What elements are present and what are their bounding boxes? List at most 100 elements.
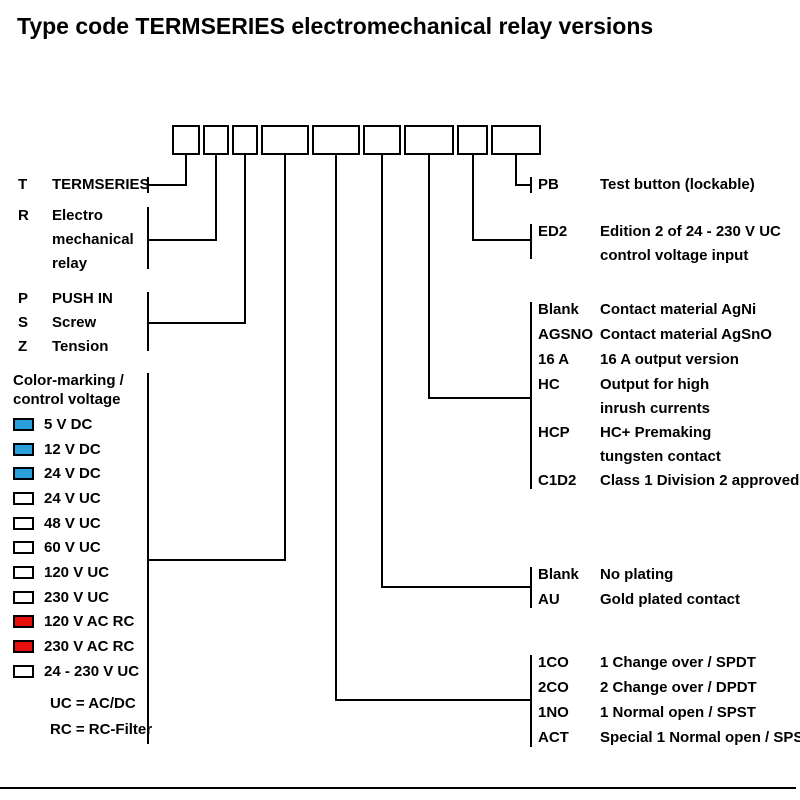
voltage-label: 24 - 230 V UC xyxy=(44,663,140,680)
bracket-plating xyxy=(530,567,532,608)
desc-contacts-1no: 1 Normal open / SPST xyxy=(600,704,756,721)
connector-line-t xyxy=(148,184,187,186)
connector-line-pb xyxy=(517,184,532,186)
connector-line-psz xyxy=(148,322,246,324)
desc-material-agsno: Contact material AgSnO xyxy=(600,326,772,343)
color-swatch xyxy=(13,517,34,530)
desc-material-hcp-line2: tungsten contact xyxy=(600,448,721,465)
desc-plating-blank: No plating xyxy=(600,566,674,583)
color-swatch xyxy=(13,615,34,628)
voltage-label: 120 V AC RC xyxy=(44,613,135,630)
connector-drop-psz xyxy=(244,155,246,324)
voltage-label: 60 V UC xyxy=(44,539,101,556)
color-swatch xyxy=(13,418,34,431)
code-ed2: ED2 xyxy=(538,223,568,240)
voltage-label: 24 V UC xyxy=(44,490,101,507)
color-swatch xyxy=(13,640,34,653)
desc-material-hc-line2: inrush currents xyxy=(600,400,711,417)
color-swatch xyxy=(13,591,34,604)
color-marking-header-line2: control voltage xyxy=(13,391,121,408)
desc-material-c1d2: Class 1 Division 2 approved xyxy=(600,472,800,489)
type-code-box-4 xyxy=(261,125,309,155)
code-material-blank: Blank xyxy=(538,301,579,318)
voltage-label: 230 V AC RC xyxy=(44,638,135,655)
code-letter-s: S xyxy=(18,314,29,331)
connector-line-contacts xyxy=(337,699,532,701)
color-swatch xyxy=(13,443,34,456)
page-title: Type code TERMSERIES electromechanical r… xyxy=(17,13,654,39)
connector-drop-pb xyxy=(515,155,517,186)
desc-ed2-line1: Edition 2 of 24 - 230 V UC xyxy=(600,223,781,240)
label-electro: Electro xyxy=(52,207,103,224)
color-swatch xyxy=(13,541,34,554)
note-rc: RC = RC-Filter xyxy=(50,721,153,738)
code-material-hc: HC xyxy=(538,376,560,393)
code-plating-blank: Blank xyxy=(538,566,579,583)
code-contacts-1co: 1CO xyxy=(538,654,569,671)
connector-line-r xyxy=(148,239,217,241)
code-contacts-2co: 2CO xyxy=(538,679,569,696)
connector-line-plating xyxy=(383,586,532,588)
desc-contacts-2co: 2 Change over / DPDT xyxy=(600,679,757,696)
connector-drop-r xyxy=(215,155,217,241)
desc-plating-au: Gold plated contact xyxy=(600,591,741,608)
code-letter-z: Z xyxy=(18,338,28,355)
label-push-in: PUSH IN xyxy=(52,290,113,307)
bracket-material xyxy=(530,302,532,489)
desc-pb: Test button (lockable) xyxy=(600,176,755,193)
label-relay: relay xyxy=(52,255,88,272)
type-code-box-1 xyxy=(172,125,200,155)
voltage-label: 48 V UC xyxy=(44,515,101,532)
bracket-contacts xyxy=(530,655,532,747)
type-code-box-7 xyxy=(404,125,454,155)
voltage-label: 230 V UC xyxy=(44,589,110,606)
color-swatch xyxy=(13,665,34,678)
type-code-box-5 xyxy=(312,125,360,155)
voltage-label: 12 V DC xyxy=(44,441,101,458)
label-tension: Tension xyxy=(52,338,109,355)
code-pb: PB xyxy=(538,176,559,193)
type-code-box-2 xyxy=(203,125,229,155)
connector-line-ed2 xyxy=(474,239,532,241)
connector-drop-contacts xyxy=(335,155,337,701)
desc-material-blank: Contact material AgNi xyxy=(600,301,757,318)
connector-drop-material xyxy=(428,155,430,399)
color-swatch xyxy=(13,467,34,480)
bottom-rule xyxy=(0,787,796,789)
note-uc: UC = AC/DC xyxy=(50,695,136,712)
type-code-box-8 xyxy=(457,125,488,155)
bracket-pb xyxy=(530,177,532,193)
code-letter-t: T xyxy=(18,176,28,193)
color-swatch xyxy=(13,566,34,579)
desc-material-hc-line1: Output for high xyxy=(600,376,710,393)
color-swatch xyxy=(13,492,34,505)
type-code-box-9 xyxy=(491,125,541,155)
label-termseries: TERMSERIES xyxy=(52,176,150,193)
code-contacts-act: ACT xyxy=(538,729,569,746)
bracket-t xyxy=(147,177,149,193)
connector-drop-voltage xyxy=(284,155,286,561)
connector-drop-ed2 xyxy=(472,155,474,241)
desc-material-hcp-line1: HC+ Premaking xyxy=(600,424,712,441)
label-mechanical: mechanical xyxy=(52,231,134,248)
desc-contacts-1co: 1 Change over / SPDT xyxy=(600,654,756,671)
connector-drop-t xyxy=(185,155,187,186)
code-material-hcp: HCP xyxy=(538,424,570,441)
voltage-label: 24 V DC xyxy=(44,465,101,482)
code-plating-au: AU xyxy=(538,591,560,608)
bracket-r xyxy=(147,207,149,269)
desc-ed2-line2: control voltage input xyxy=(600,247,749,264)
code-material-agsno: AGSNO xyxy=(538,326,594,343)
voltage-label: 5 V DC xyxy=(44,416,93,433)
code-material-16a: 16 A xyxy=(538,351,570,368)
connector-line-voltage xyxy=(148,559,286,561)
voltage-label: 120 V UC xyxy=(44,564,110,581)
bracket-psz xyxy=(147,292,149,351)
type-code-box-6 xyxy=(363,125,401,155)
bracket-voltage xyxy=(147,373,149,744)
desc-material-16a: 16 A output version xyxy=(600,351,739,368)
desc-contacts-act: Special 1 Normal open / SPST xyxy=(600,729,800,746)
connector-line-material xyxy=(430,397,532,399)
code-letter-p: P xyxy=(18,290,29,307)
